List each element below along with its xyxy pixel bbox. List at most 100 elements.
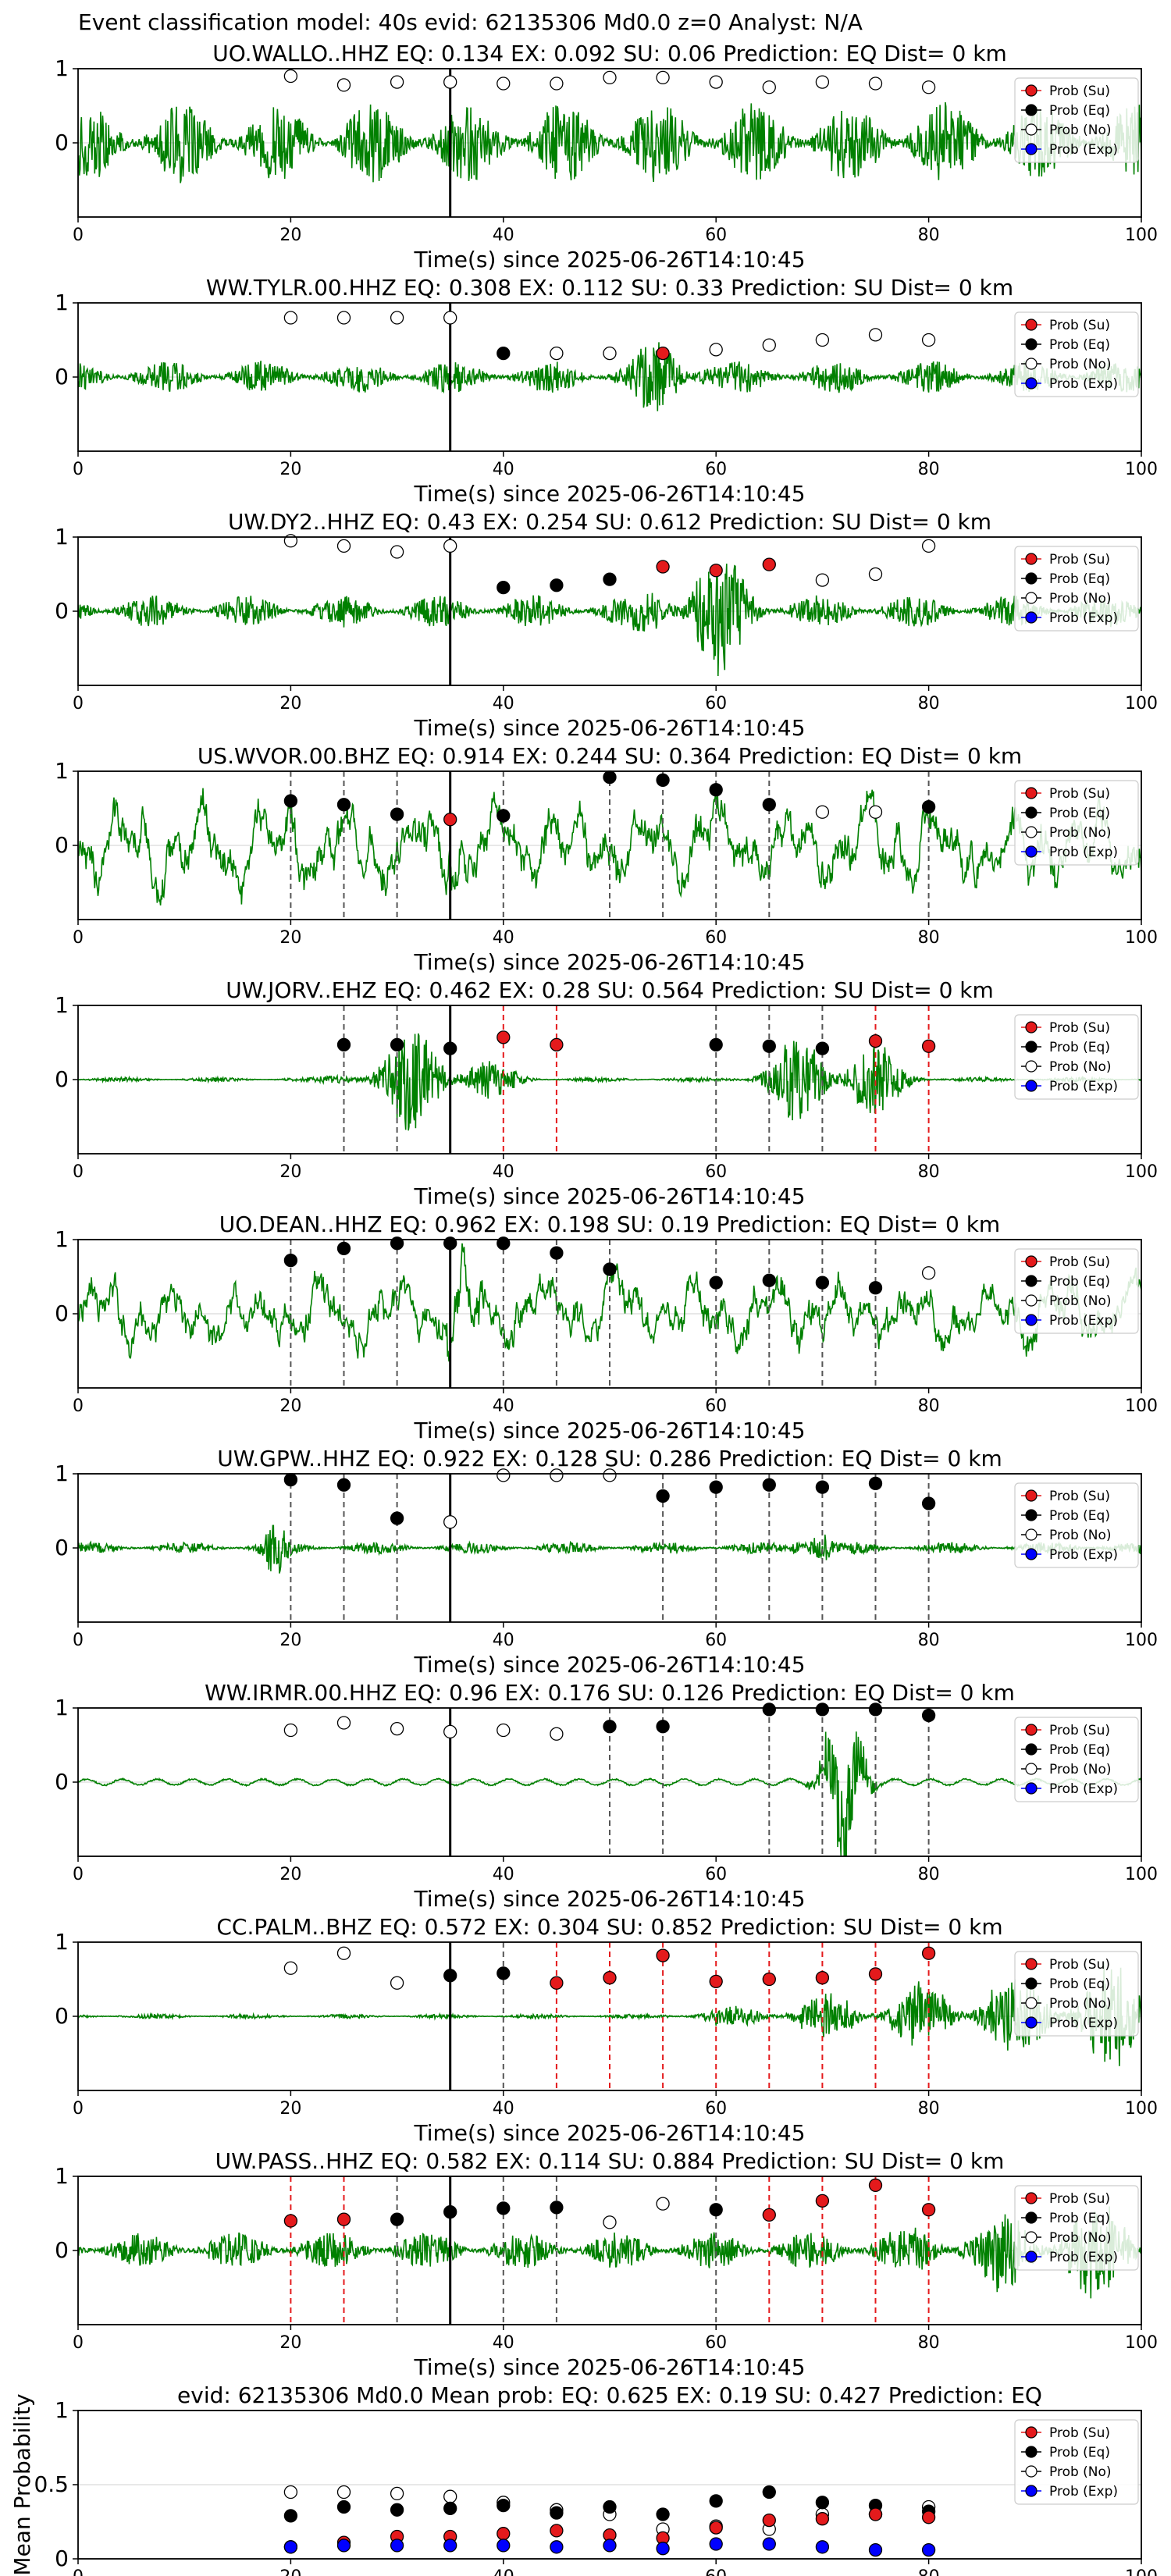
legend-label: Prob (Exp) [1049,1079,1118,1094]
panel-title: WW.IRMR.00.HHZ EQ: 0.96 EX: 0.176 SU: 0.… [205,1680,1015,1706]
legend-label: Prob (Eq) [1049,337,1110,353]
x-axis-label: Time(s) since 2025-06-26T14:10:45 [413,2354,805,2380]
x-axis-label: Time(s) since 2025-06-26T14:10:45 [413,247,805,272]
prob-point-no [815,805,830,819]
legend-marker-exp [1025,611,1038,624]
legend-label: Prob (Exp) [1049,2250,1118,2265]
mean-point-exp [656,2542,670,2556]
x-tick-label: 60 [705,694,727,713]
x-tick-label: 0 [73,1865,84,1884]
prob-point-no [921,80,936,94]
y-axis-label: Mean Probability [9,2393,35,2575]
prob-point-no [283,1723,298,1738]
legend-label: Prob (Eq) [1049,1742,1110,1758]
x-tick-label: 80 [918,2099,940,2119]
x-tick-label: 60 [705,1397,727,1416]
prob-point-eq [550,1246,564,1260]
x-tick-label: 100 [1125,2099,1158,2119]
legend-label: Prob (No) [1049,123,1112,138]
y-tick-label: 1 [55,55,69,81]
mean-point-exp [390,2539,404,2553]
mean-point-no [390,2486,404,2501]
y-tick-label: 0 [55,1769,69,1795]
y-tick-label: 1 [55,290,69,315]
prob-point-no [709,343,723,357]
mean-point-exp [283,2540,298,2554]
prob-point-no [550,76,564,91]
legend-marker-eq [1025,1977,1038,1990]
x-tick-label: 100 [1125,1397,1158,1416]
prob-point-eq [762,798,776,812]
x-tick-label: 100 [1125,928,1158,948]
prob-point-no [497,1723,511,1738]
legend: Prob (Su) Prob (Eq) Prob (No) Prob (Exp) [1014,2185,1139,2271]
prob-point-eq [709,1037,723,1051]
panel-8: WW.IRMR.00.HHZ EQ: 0.96 EX: 0.176 SU: 0.… [55,1680,1158,1912]
panel-title: UW.DY2..HHZ EQ: 0.43 EX: 0.254 SU: 0.612… [228,509,991,535]
panel-10: UW.PASS..HHZ EQ: 0.582 EX: 0.114 SU: 0.8… [55,2148,1158,2380]
legend-marker-exp [1025,2485,1038,2497]
panel-7: UW.GPW..HHZ EQ: 0.922 EX: 0.128 SU: 0.28… [55,1446,1158,1678]
prob-point-su [709,564,723,578]
mean-point-exp [709,2537,723,2551]
prob-point-eq [815,1703,830,1717]
panel-1: UO.WALLO..HHZ EQ: 0.134 EX: 0.092 SU: 0.… [55,41,1158,272]
prob-point-eq [709,783,723,797]
panel-6: UO.DEAN..HHZ EQ: 0.962 EX: 0.198 SU: 0.1… [55,1212,1158,1443]
x-tick-label: 20 [279,1865,301,1884]
legend-marker-no [1025,1060,1038,1073]
prob-point-no [550,1468,564,1482]
x-axis-label: Time(s) since 2025-06-26T14:10:45 [413,715,805,741]
prob-point-eq [762,1273,776,1287]
legend-marker-no [1025,1528,1038,1541]
x-tick-label: 0 [73,2567,84,2576]
panel-title: CC.PALM..BHZ EQ: 0.572 EX: 0.304 SU: 0.8… [216,1914,1002,1940]
prob-point-no [336,1946,351,1960]
legend-marker-no [1025,592,1038,604]
legend-label: Prob (No) [1049,1528,1112,1543]
x-axis-label: Time(s) since 2025-06-26T14:10:45 [413,1418,805,1443]
x-axis-label: Time(s) since 2025-06-26T14:10:45 [413,2120,805,2146]
y-tick-label: 0 [55,1535,69,1560]
figure-title: Event classification model: 40s evid: 62… [78,9,863,35]
prob-point-su [815,1970,830,1985]
x-tick-label: 0 [73,226,84,245]
legend: Prob (Su) Prob (Eq) Prob (No) Prob (Exp) [1014,1248,1139,1334]
x-tick-label: 80 [918,2567,940,2576]
mean-point-exp [762,2537,776,2551]
panel-title: UO.DEAN..HHZ EQ: 0.962 EX: 0.198 SU: 0.1… [219,1212,1000,1237]
x-tick-label: 60 [705,1865,727,1884]
legend-label: Prob (Eq) [1049,806,1110,821]
prob-point-eq [443,1041,457,1055]
y-tick-label: 1 [55,992,69,1018]
prob-point-no [868,76,883,91]
x-tick-label: 0 [73,2333,84,2353]
prob-point-eq [762,1039,776,1053]
mean-point-exp [443,2539,457,2553]
prob-point-su [443,813,457,827]
panel-3: UW.DY2..HHZ EQ: 0.43 EX: 0.254 SU: 0.612… [55,509,1158,741]
legend-label: Prob (Exp) [1049,376,1118,392]
legend-box [1014,546,1139,632]
legend-marker-eq [1025,2211,1038,2224]
prob-point-su [868,1967,883,1981]
y-tick-label: 0 [55,2546,69,2571]
x-tick-label: 40 [493,226,514,245]
prob-point-no [283,69,298,84]
legend-marker-exp [1025,1080,1038,1092]
legend-marker-no [1025,358,1038,370]
x-tick-label: 20 [279,1162,301,1182]
legend-box [1014,2185,1139,2271]
y-tick-label: 1 [55,524,69,550]
legend-marker-exp [1025,143,1038,155]
legend-marker-no [1025,1763,1038,1775]
prob-point-no [390,545,404,559]
prob-point-no [283,1961,298,1975]
legend: Prob (Su) Prob (Eq) Prob (No) Prob (Exp) [1014,1482,1139,1568]
x-tick-label: 100 [1125,2333,1158,2353]
x-tick-label: 80 [918,1631,940,1650]
x-tick-label: 40 [493,2333,514,2353]
x-tick-label: 0 [73,694,84,713]
prob-point-no [390,75,404,89]
prob-point-su [656,346,670,361]
